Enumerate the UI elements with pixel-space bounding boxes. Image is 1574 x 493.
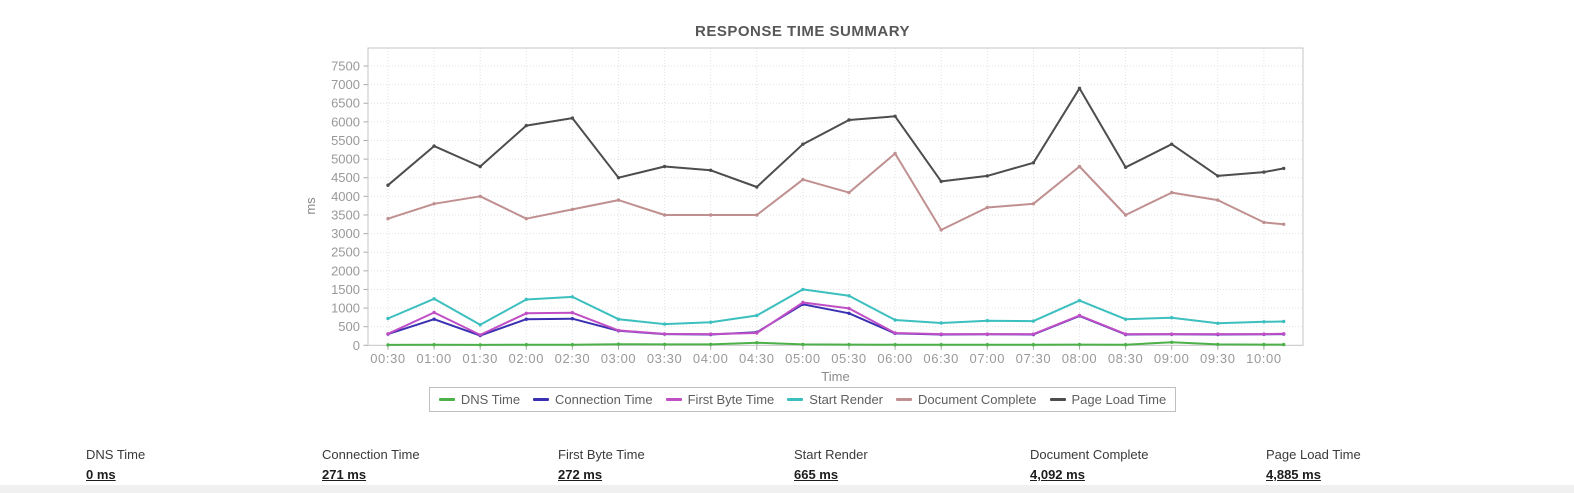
y-tick-label: 0: [353, 338, 360, 353]
y-axis-label: ms: [303, 197, 318, 215]
legend-label: Start Render: [809, 392, 883, 407]
summary-panel: DNS Time 0 ms Connection Time 271 ms Fir…: [0, 447, 1574, 484]
legend-label: DNS Time: [460, 392, 521, 407]
chart-title: RESPONSE TIME SUMMARY: [695, 23, 910, 40]
y-tick-label: 7000: [331, 77, 360, 92]
stat-page-load-time: Page Load Time 4,885 ms: [1266, 447, 1502, 484]
x-tick-label: 05:30: [831, 351, 867, 366]
response-time-chart: RESPONSE TIME SUMMARY 0 500 1000 1500 2000 25…: [300, 8, 1305, 412]
x-tick-label: 01:30: [462, 351, 498, 366]
legend-swatch-icon: [533, 398, 550, 401]
y-tick-label: 4500: [331, 170, 360, 185]
legend-swatch-icon: [665, 398, 682, 401]
y-tick-label: 6000: [331, 114, 360, 129]
x-tick-label: 07:30: [1016, 351, 1052, 366]
y-tick-label: 7500: [331, 59, 360, 74]
chart-legend: DNS Time Connection Time First Byte Time St…: [428, 387, 1177, 412]
stat-value-link[interactable]: 665 ms: [794, 467, 839, 482]
legend-item: DNS Time: [438, 392, 521, 407]
x-tick-label: 05:00: [785, 351, 821, 366]
stat-label: DNS Time: [86, 447, 146, 462]
stat-label: Page Load Time: [1266, 447, 1361, 462]
x-tick-label: 04:00: [693, 351, 729, 366]
y-tick-label: 500: [338, 319, 360, 334]
x-axis-label: Time: [821, 369, 849, 384]
y-tick-label: 1500: [331, 282, 360, 297]
legend-label: Document Complete: [918, 392, 1037, 407]
legend-swatch-icon: [1049, 398, 1066, 401]
x-tick-label: 00:30: [370, 351, 406, 366]
x-tick-label: 02:30: [555, 351, 591, 366]
legend-swatch-icon: [896, 398, 912, 401]
stat-label: Document Complete: [1030, 447, 1149, 462]
x-tick-label: 04:30: [739, 351, 775, 366]
x-tick-label: 02:00: [509, 351, 545, 366]
y-tick-label: 6500: [331, 96, 360, 111]
legend-item: Document Complete: [896, 392, 1037, 407]
y-tick-label: 1000: [331, 301, 360, 316]
legend-item: Page Load Time: [1049, 392, 1167, 407]
x-tick-label: 09:30: [1200, 351, 1236, 366]
x-tick-label: 03:00: [601, 351, 637, 366]
legend-label: First Byte Time: [687, 392, 775, 407]
legend-item: Connection Time: [533, 392, 653, 407]
x-tick-label: 09:00: [1154, 351, 1190, 366]
legend-swatch-icon: [787, 398, 804, 401]
x-tick-label: 08:30: [1108, 351, 1144, 366]
x-tick-label: 01:00: [416, 351, 452, 366]
y-tick-label: 3500: [331, 207, 360, 222]
y-tick-label: 5000: [331, 152, 360, 167]
x-tick-label: 03:30: [647, 351, 683, 366]
stat-value-link[interactable]: 271 ms: [322, 467, 367, 482]
y-tick-label: 2500: [331, 245, 360, 260]
legend-label: Page Load Time: [1071, 392, 1167, 407]
stat-start-render: Start Render 665 ms: [794, 447, 1030, 484]
legend-item: Start Render: [787, 392, 883, 407]
y-tick-label: 5500: [331, 133, 360, 148]
stat-connection-time: Connection Time 271 ms: [322, 447, 558, 484]
stat-document-complete: Document Complete 4,092 ms: [1030, 447, 1266, 484]
legend-label: Connection Time: [555, 392, 653, 407]
legend-swatch-icon: [438, 398, 455, 401]
stat-label: First Byte Time: [558, 447, 645, 462]
x-tick-label: 06:00: [877, 351, 913, 366]
x-tick-label: 08:00: [1062, 351, 1098, 366]
stat-value-link[interactable]: 272 ms: [558, 467, 603, 482]
x-tick-label: 07:00: [970, 351, 1006, 366]
stat-value-link[interactable]: 4,092 ms: [1030, 467, 1085, 482]
stat-value-link[interactable]: 4,885 ms: [1266, 467, 1321, 482]
y-tick-label: 2000: [331, 263, 360, 278]
chart-plot-area: 0 500 1000 1500 2000 2500 3000 3500 4000 4500 5000…: [303, 47, 1304, 384]
x-tick-label: 06:30: [923, 351, 959, 366]
x-tick-label: 10:00: [1246, 351, 1282, 366]
stat-value-link[interactable]: 0 ms: [86, 467, 116, 482]
stat-label: Connection Time: [322, 447, 420, 462]
stat-dns-time: DNS Time 0 ms: [86, 447, 322, 484]
legend-item: First Byte Time: [665, 392, 775, 407]
bottom-row-divider: [0, 485, 1574, 493]
stat-first-byte-time: First Byte Time 272 ms: [558, 447, 794, 484]
stat-label: Start Render: [794, 447, 868, 462]
y-tick-label: 3000: [331, 226, 360, 241]
y-tick-label: 4000: [331, 189, 360, 204]
